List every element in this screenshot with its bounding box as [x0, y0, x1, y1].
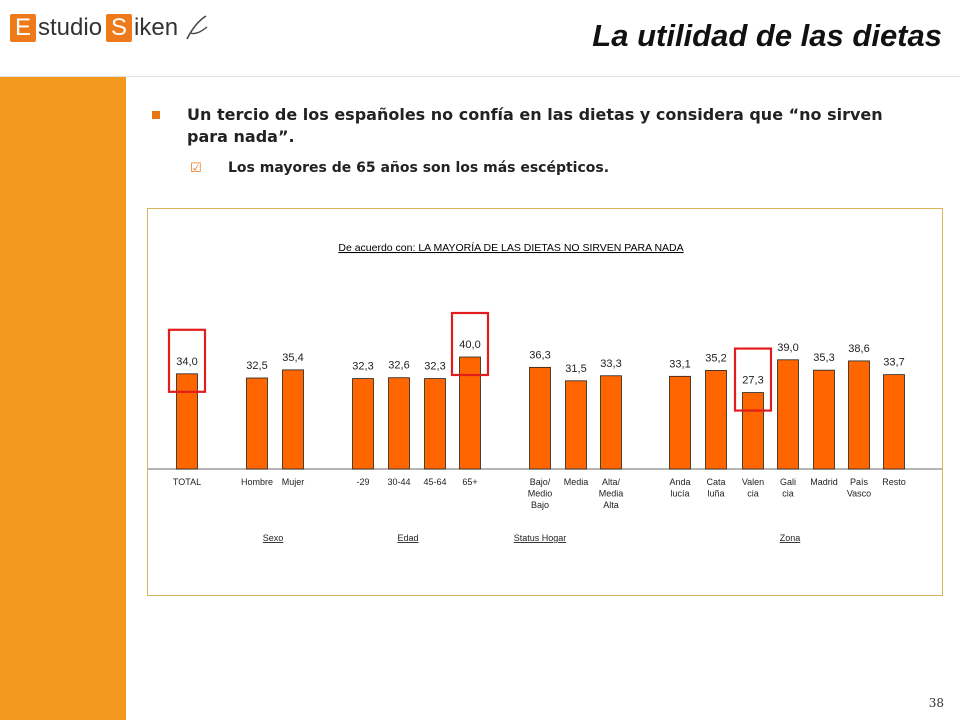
bullet-square-icon: [152, 111, 160, 119]
bar: [705, 370, 727, 470]
category-label: -29: [356, 477, 369, 487]
bar: [848, 360, 870, 470]
category-label: Madrid: [810, 477, 838, 487]
group-label: Zona: [780, 533, 801, 543]
bar-value-label: 35,4: [282, 352, 303, 364]
category-label: Resto: [882, 477, 906, 487]
category-label: Valen cia: [742, 477, 764, 499]
logo-letter-e: E: [10, 14, 36, 42]
category-label: Mujer: [282, 477, 305, 487]
bar: [883, 374, 905, 470]
bar: [742, 392, 764, 470]
sub-bullet: ☑ Los mayores de 65 años son los más esc…: [190, 158, 609, 178]
category-label: Hombre: [241, 477, 273, 487]
bar: [459, 356, 481, 470]
bar-value-label: 36,3: [529, 349, 550, 361]
category-label: 65+: [462, 477, 477, 487]
logo-swoosh-icon: [186, 15, 208, 40]
group-label: Edad: [397, 533, 418, 543]
category-label: 45-64: [423, 477, 446, 487]
estudio-siken-logo: E studio S iken: [10, 12, 210, 44]
chart-frame: De acuerdo con: LA MAYORÍA DE LAS DIETAS…: [147, 208, 943, 596]
bar: [669, 375, 691, 470]
bar-value-label: 32,6: [388, 360, 409, 372]
bar-value-label: 32,3: [352, 361, 373, 373]
category-label: 30-44: [387, 477, 410, 487]
category-label: País Vasco: [847, 477, 871, 499]
main-bullet: Un tercio de los españoles no confía en …: [152, 104, 912, 148]
checkbox-icon: ☑: [190, 161, 202, 176]
sub-bullet-text: Los mayores de 65 años son los más escép…: [228, 160, 610, 176]
group-label: Status Hogar: [514, 533, 567, 543]
bar-value-label: 32,3: [424, 361, 445, 373]
bar: [813, 369, 835, 470]
bar: [282, 369, 304, 470]
header-divider: [0, 76, 960, 77]
logo-letter-s: S: [106, 14, 133, 42]
logo-word-iken: iken: [134, 14, 179, 41]
highlight-box: [450, 311, 490, 377]
main-bullet-text: Un tercio de los españoles no confía en …: [187, 105, 883, 146]
group-label: Sexo: [263, 533, 284, 543]
highlight-box: [733, 347, 773, 412]
category-label: Bajo/Medio Bajo: [528, 477, 553, 510]
bar-value-label: 35,3: [813, 352, 834, 364]
bar: [176, 373, 198, 470]
bar: [246, 377, 268, 470]
bar-chart: De acuerdo con: LA MAYORÍA DE LAS DIETAS…: [148, 241, 942, 543]
bar-value-label: 33,7: [883, 357, 904, 369]
category-label: Gali cia: [780, 477, 796, 499]
bar: [424, 378, 446, 470]
left-sidebar-band: [0, 76, 126, 720]
bar-value-label: 34,0: [176, 356, 197, 368]
bar: [352, 378, 374, 470]
logo-word-studio: studio: [38, 14, 103, 41]
bar-value-label: 39,0: [777, 342, 798, 354]
highlight-box: [167, 328, 207, 393]
bar-value-label: 35,2: [705, 352, 726, 364]
bar: [565, 380, 587, 470]
bar-value-label: 32,5: [246, 360, 267, 372]
bar-value-label: 40,0: [459, 339, 480, 351]
bar-value-label: 27,3: [742, 375, 763, 387]
bar-value-label: 31,5: [565, 363, 586, 375]
bar: [388, 377, 410, 470]
category-label: TOTAL: [173, 477, 201, 487]
category-label: Cata luña: [706, 477, 725, 499]
bar-value-label: 38,6: [848, 343, 869, 355]
category-label: Alta/Media Alta: [599, 477, 624, 510]
bar-value-label: 33,1: [669, 358, 690, 370]
bar: [600, 375, 622, 470]
chart-title: De acuerdo con: LA MAYORÍA DE LAS DIETAS…: [338, 241, 683, 254]
bar-value-label: 33,3: [600, 358, 621, 370]
page-title: La utilidad de las dietas: [592, 18, 942, 53]
page-number: 38: [928, 696, 944, 710]
bar: [529, 366, 551, 470]
category-label: Anda lucía: [669, 477, 690, 499]
category-label: Media: [564, 477, 589, 487]
bar: [777, 359, 799, 470]
